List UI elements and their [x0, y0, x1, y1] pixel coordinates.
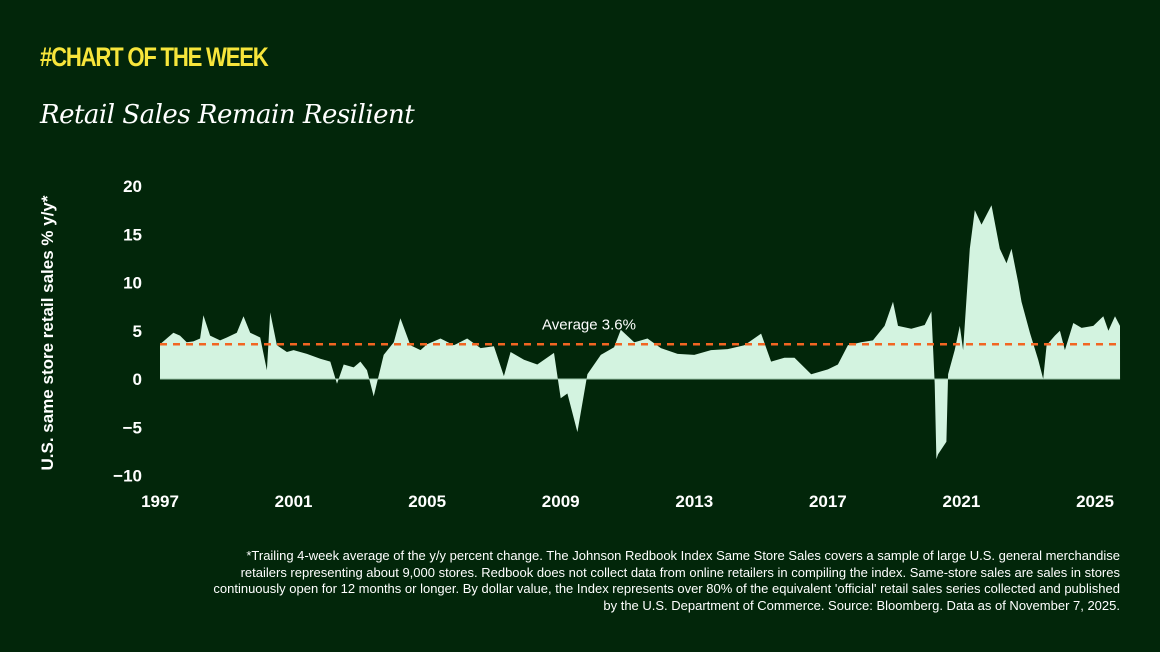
- y-tick-label: 5: [133, 322, 142, 341]
- y-tick-label: −10: [113, 467, 142, 486]
- footnote: *Trailing 4-week average of the y/y perc…: [213, 548, 1120, 613]
- y-tick-label: 15: [123, 225, 142, 244]
- y-tick-label: 0: [133, 370, 142, 389]
- chart: 20 15 10 5 0 −5 −10 1997 2001 2005 2009 2013 2017 20…: [38, 177, 1121, 511]
- x-tick-label: 2009: [542, 492, 580, 511]
- chart-title: Retail Sales Remain Resilient: [40, 100, 415, 130]
- y-tick-label: −5: [123, 418, 142, 437]
- y-axis-label: U.S. same store retail sales % y/y*: [38, 195, 57, 470]
- x-tick-label: 1997: [141, 492, 179, 511]
- y-tick-label: 20: [123, 177, 142, 196]
- average-label: Average 3.6%: [542, 316, 636, 333]
- kicker: #CHART OF THE WEEK: [40, 42, 269, 72]
- x-axis: 1997 2001 2005 2009 2013 2017 2021 2025: [141, 492, 1114, 511]
- x-tick-label: 2013: [675, 492, 713, 511]
- x-tick-label: 2017: [809, 492, 847, 511]
- x-tick-label: 2025: [1076, 492, 1114, 511]
- y-axis: 20 15 10 5 0 −5 −10: [113, 177, 142, 486]
- y-tick-label: 10: [123, 274, 142, 293]
- x-tick-label: 2001: [275, 492, 313, 511]
- x-tick-label: 2005: [408, 492, 446, 511]
- sales-area: [160, 205, 1121, 460]
- x-tick-label: 2021: [943, 492, 981, 511]
